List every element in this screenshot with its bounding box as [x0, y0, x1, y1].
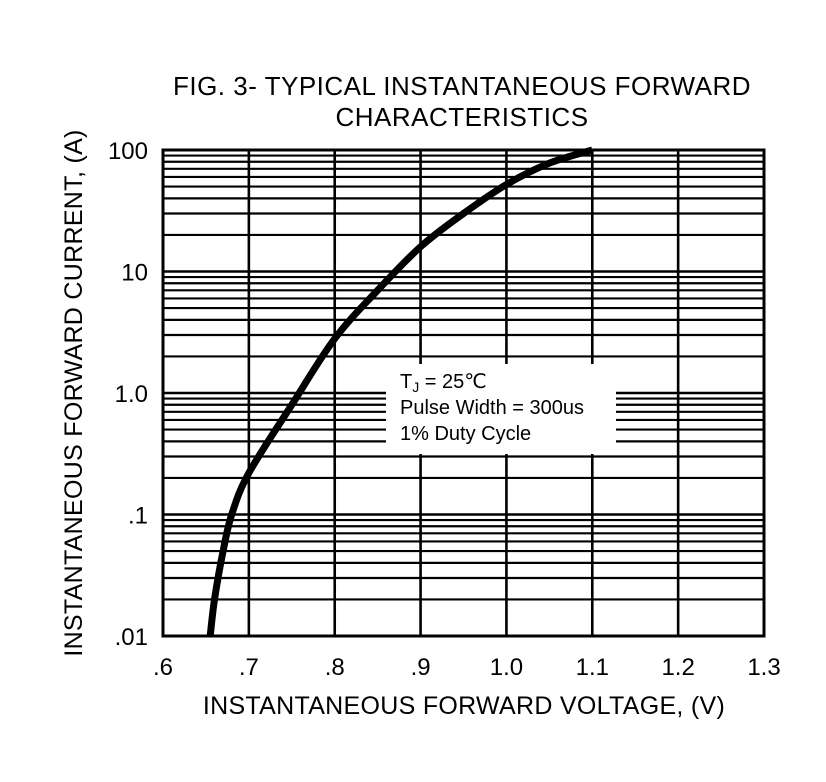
test-conditions-note: TJ = 25℃ Pulse Width = 300us 1% Duty Cyc…: [386, 364, 616, 454]
curve: [206, 146, 594, 637]
y-tick-label-0: .01: [115, 624, 148, 651]
forward-current-curve-0: [206, 146, 594, 637]
y-tick-label-2: 1.0: [115, 381, 148, 408]
x-tick-label-5: 1.1: [576, 654, 609, 681]
note-junction-temp: TJ = 25℃: [400, 371, 487, 395]
chart-title-line2: CHARACTERISTICS: [335, 102, 588, 132]
x-tick-label-7: 1.3: [747, 654, 780, 681]
x-tick-label-3: .9: [411, 654, 431, 681]
tick-labels: .6 .7 .8 .9 1.0 1.1 1.2 1.3 .01 .1 1.0 10 100: [108, 138, 781, 681]
x-tick-label-2: .8: [325, 654, 345, 681]
note-background: [386, 364, 616, 454]
x-tick-label-0: .6: [153, 654, 173, 681]
x-axis-label: INSTANTANEOUS FORWARD VOLTAGE, (V): [203, 692, 725, 720]
chart-title-line1: FIG. 3- TYPICAL INSTANTANEOUS FORWARD: [173, 71, 751, 101]
note-tj-prefix: T: [400, 371, 412, 393]
x-tick-label-1: .7: [239, 654, 259, 681]
note-tj-value: = 25℃: [419, 371, 487, 393]
note-duty-cycle: 1% Duty Cycle: [400, 423, 531, 445]
y-tick-label-4: 100: [108, 138, 148, 165]
y-tick-label-1: .1: [128, 503, 148, 530]
note-pulse-width: Pulse Width = 300us: [400, 397, 584, 419]
x-tick-label-6: 1.2: [661, 654, 694, 681]
y-axis-label: INSTANTANEOUS FORWARD CURRENT, (A): [60, 129, 88, 656]
note-tj-subscript: J: [412, 379, 419, 395]
y-tick-label-3: 10: [121, 260, 148, 287]
plot-frame: [161, 148, 766, 638]
x-tick-label-4: 1.0: [490, 654, 523, 681]
